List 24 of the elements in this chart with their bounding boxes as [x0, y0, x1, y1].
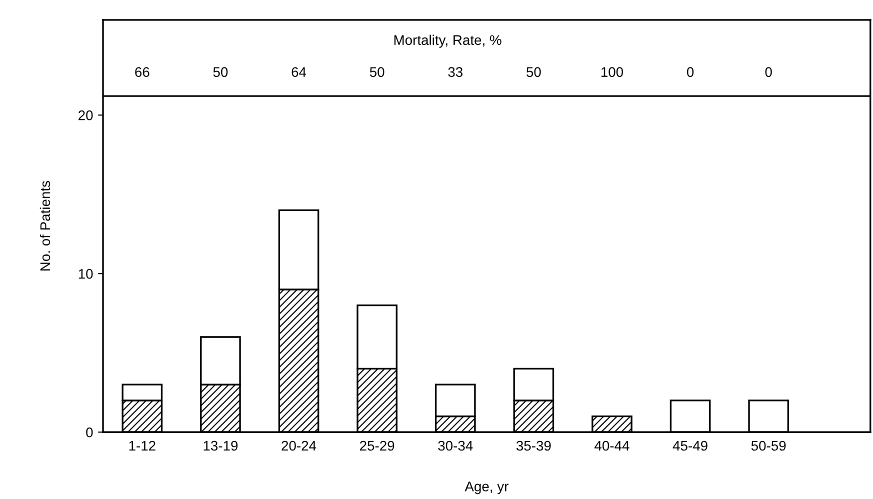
annotation: 0 — [686, 67, 694, 77]
x-tick-label: 30-34 — [438, 440, 473, 451]
annotation: Mortality, Rate, % — [394, 34, 502, 48]
y-tick-label: 0 — [86, 427, 93, 438]
x-tick-label: 1-12 — [129, 440, 156, 451]
x-tick-label: 50-59 — [751, 440, 786, 451]
x-tick-label: 20-24 — [282, 440, 316, 451]
annotation: 66 — [135, 67, 150, 77]
x-axis-title: Age, yr — [464, 482, 508, 494]
annotation: 100 — [601, 67, 624, 77]
y-axis-title: No. of Patients — [40, 180, 50, 270]
y-tick-label: 10 — [78, 268, 93, 279]
annotation: 64 — [292, 67, 306, 77]
annotation: 50 — [526, 67, 541, 77]
x-tick-label: 45-49 — [672, 440, 708, 451]
annotation: 50 — [370, 67, 384, 77]
annotation: 33 — [448, 67, 462, 77]
annotation: 0 — [765, 67, 772, 77]
y-tick-label: 20 — [78, 110, 93, 120]
x-tick-label: 25-29 — [360, 440, 394, 451]
x-tick-label: 40-44 — [594, 440, 630, 451]
x-tick-label: 35-39 — [516, 440, 551, 451]
annotation: 50 — [213, 67, 228, 77]
x-tick-label: 13-19 — [204, 440, 238, 451]
